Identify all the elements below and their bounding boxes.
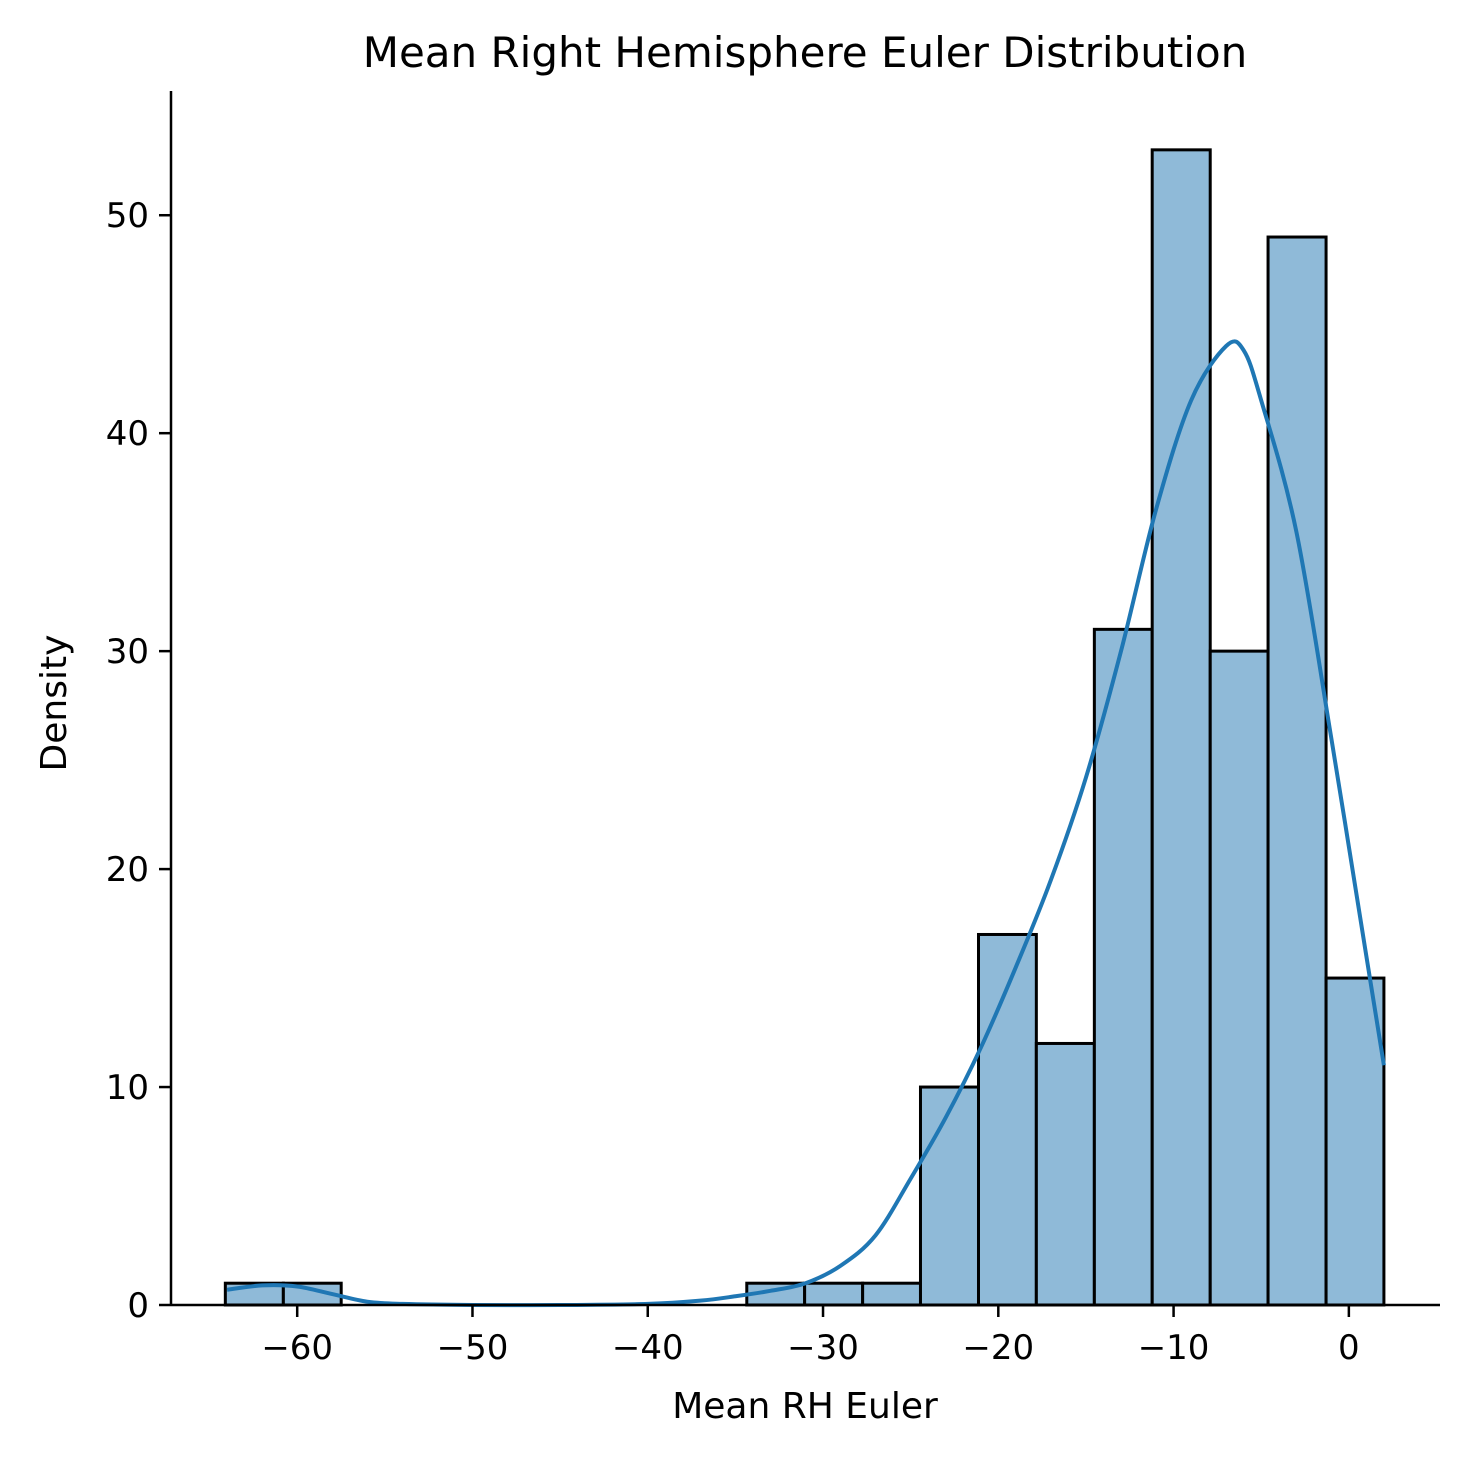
y-ticks: 0 10 20 30 40 50 (106, 196, 171, 1326)
x-axis-label: Mean RH Euler (672, 1386, 938, 1427)
y-tick-label: 30 (106, 632, 149, 672)
histogram-bar (1092, 627, 1154, 1307)
y-tick-label: 20 (106, 850, 149, 890)
bars-layer (223, 148, 1386, 1307)
y-tick-label: 50 (106, 196, 149, 236)
x-ticks: −60 −50 −40 −30 −20 −10 0 (261, 1305, 1360, 1368)
x-tick-label: −30 (787, 1328, 859, 1368)
y-tick-label: 40 (106, 414, 149, 454)
histogram-bar (1034, 1041, 1096, 1307)
y-tick-label: 10 (106, 1068, 149, 1108)
histogram-bar (1150, 148, 1212, 1307)
x-tick-label: −60 (261, 1328, 333, 1368)
x-tick-label: −40 (612, 1328, 684, 1368)
histogram-bar (1208, 649, 1270, 1307)
x-tick-label: −10 (1138, 1328, 1210, 1368)
histogram-bar (1324, 976, 1386, 1307)
x-tick-label: −50 (437, 1328, 509, 1368)
histogram-bar (918, 1085, 980, 1307)
y-tick-label: 0 (127, 1286, 149, 1326)
y-axis-label: Density (34, 635, 75, 772)
histogram-bar (1266, 235, 1328, 1307)
chart-title: Mean Right Hemisphere Euler Distribution (363, 28, 1248, 77)
x-tick-label: 0 (1338, 1328, 1360, 1368)
x-tick-label: −20 (962, 1328, 1034, 1368)
histogram-bar (861, 1281, 922, 1307)
histogram-bar (803, 1281, 865, 1307)
